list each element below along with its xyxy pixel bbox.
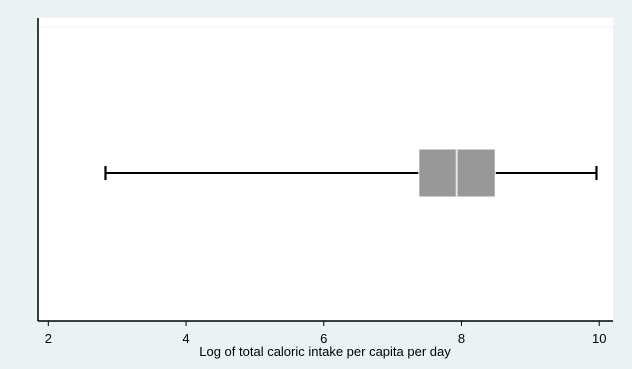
x-tick-label: 6 — [320, 331, 327, 346]
x-axis-tick-labels: 2 4 6 8 10 — [45, 331, 607, 346]
boxes-layer — [104, 148, 598, 198]
x-tick-label: 10 — [592, 331, 606, 346]
x-axis-ticks — [47, 321, 600, 326]
x-tick-label: 2 — [45, 331, 52, 346]
plot-area — [38, 18, 613, 321]
x-tick-label: 4 — [182, 331, 189, 346]
x-axis-label: Log of total caloric intake per capita p… — [199, 344, 451, 359]
x-tick-label: 8 — [458, 331, 465, 346]
box-plot-1 — [104, 148, 598, 198]
